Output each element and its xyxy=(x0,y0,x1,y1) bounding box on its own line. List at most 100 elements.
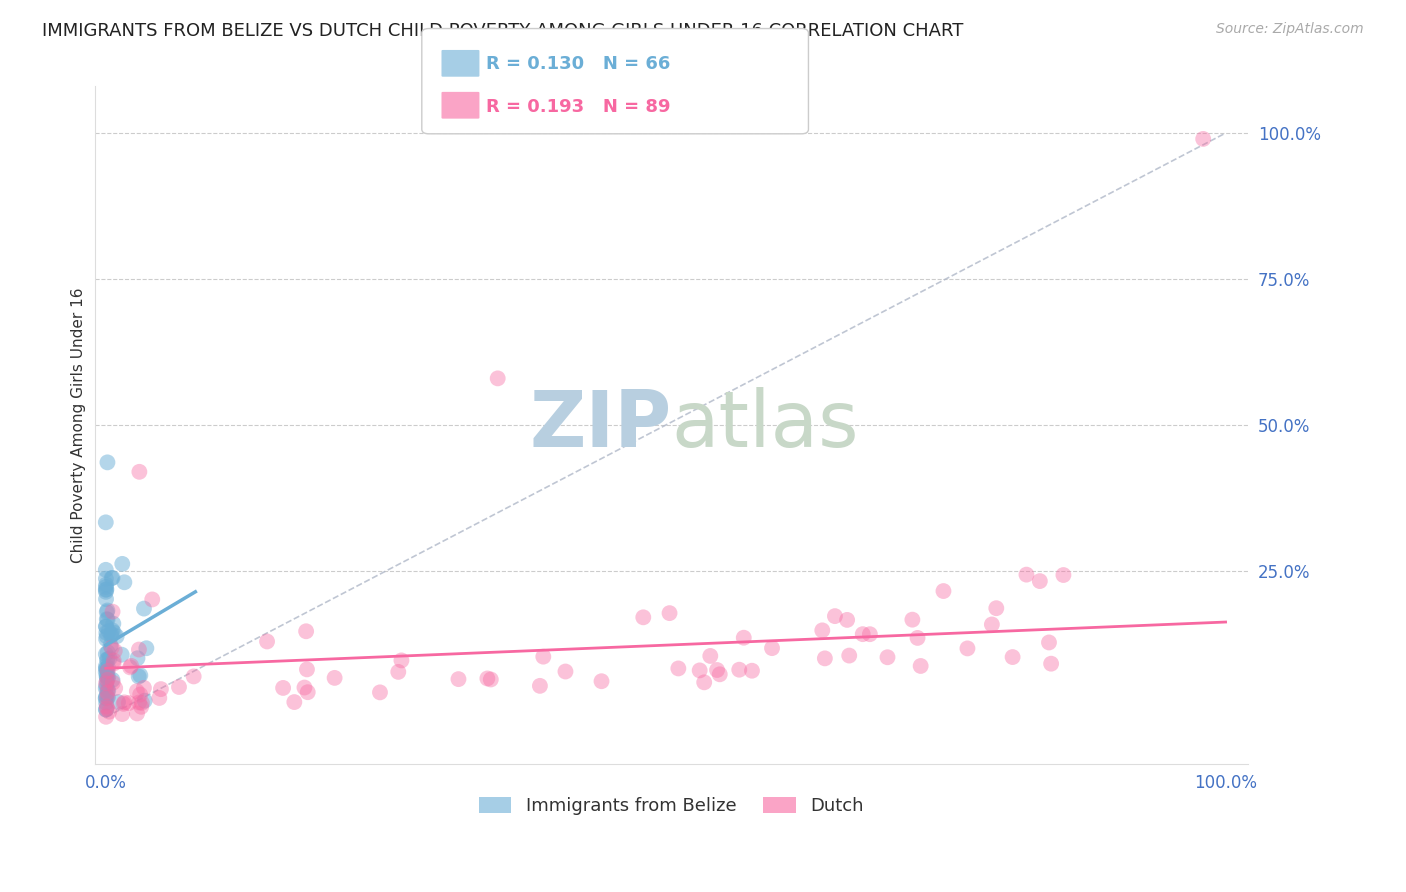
Point xyxy=(96,673,118,687)
Point xyxy=(96,619,118,633)
Point xyxy=(447,672,470,686)
Point xyxy=(741,664,763,678)
Point xyxy=(96,605,118,619)
Point xyxy=(101,673,124,687)
Point xyxy=(1001,650,1024,665)
Point xyxy=(94,619,117,633)
Point xyxy=(94,592,117,607)
Point xyxy=(901,613,924,627)
Point xyxy=(1029,574,1052,588)
Point xyxy=(135,641,157,656)
Point xyxy=(94,580,117,594)
Point xyxy=(97,652,120,666)
Point xyxy=(859,627,882,641)
Point xyxy=(97,660,120,674)
Point xyxy=(96,682,118,697)
Point xyxy=(907,631,929,645)
Point xyxy=(103,616,125,631)
Point xyxy=(709,667,731,681)
Point xyxy=(94,710,117,724)
Point xyxy=(96,455,118,469)
Point xyxy=(1052,568,1074,582)
Point xyxy=(94,659,117,673)
Point xyxy=(94,563,117,577)
Point xyxy=(96,702,118,716)
Point xyxy=(689,664,711,678)
Point xyxy=(591,674,613,689)
Point xyxy=(125,684,148,698)
Point xyxy=(94,676,117,690)
Point xyxy=(283,695,305,709)
Point xyxy=(100,639,122,653)
Point xyxy=(129,699,152,714)
Point xyxy=(141,592,163,607)
Point xyxy=(103,653,125,667)
Point xyxy=(111,707,134,722)
Point xyxy=(838,648,860,663)
Point xyxy=(728,663,751,677)
Point xyxy=(529,679,551,693)
Point xyxy=(100,571,122,585)
Point xyxy=(1015,567,1038,582)
Point xyxy=(97,683,120,698)
Point xyxy=(706,663,728,677)
Point xyxy=(666,661,689,675)
Point xyxy=(295,662,318,676)
Point xyxy=(96,679,118,693)
Point xyxy=(387,665,409,679)
Point xyxy=(699,648,721,663)
Point xyxy=(824,609,846,624)
Point xyxy=(101,624,124,638)
Point xyxy=(104,681,127,695)
Point xyxy=(94,696,117,710)
Point xyxy=(96,652,118,666)
Point xyxy=(94,572,117,586)
Point xyxy=(94,690,117,705)
Point xyxy=(111,648,134,662)
Point xyxy=(1038,635,1060,649)
Point xyxy=(94,691,117,706)
Point xyxy=(1040,657,1063,671)
Point xyxy=(96,690,118,705)
Point xyxy=(256,634,278,648)
Point xyxy=(96,689,118,703)
Point xyxy=(391,653,413,667)
Point xyxy=(100,629,122,643)
Point xyxy=(103,625,125,640)
Point xyxy=(94,584,117,599)
Point xyxy=(128,465,150,479)
Point xyxy=(97,613,120,627)
Point xyxy=(96,661,118,675)
Point xyxy=(297,685,319,699)
Point xyxy=(118,696,141,710)
Point xyxy=(96,582,118,597)
Point xyxy=(129,688,152,702)
Point xyxy=(120,658,142,673)
Point xyxy=(125,706,148,721)
Point xyxy=(956,641,979,656)
Point xyxy=(479,673,502,687)
Point xyxy=(103,657,125,671)
Point xyxy=(96,685,118,699)
Point xyxy=(980,617,1002,632)
Point xyxy=(96,629,118,643)
Point xyxy=(107,695,129,709)
Point xyxy=(693,675,716,690)
Point xyxy=(94,665,117,680)
Point xyxy=(96,603,118,617)
Text: atlas: atlas xyxy=(671,387,859,463)
Text: Source: ZipAtlas.com: Source: ZipAtlas.com xyxy=(1216,22,1364,37)
Point xyxy=(97,670,120,684)
Point xyxy=(94,647,117,661)
Point xyxy=(486,371,509,385)
Point xyxy=(100,640,122,655)
Point xyxy=(814,651,837,665)
Point xyxy=(323,671,346,685)
Point xyxy=(986,601,1008,615)
Point xyxy=(97,664,120,678)
Point xyxy=(94,681,117,696)
Point xyxy=(105,629,128,643)
Point xyxy=(112,575,135,590)
Point xyxy=(531,649,554,664)
Point xyxy=(131,696,153,710)
